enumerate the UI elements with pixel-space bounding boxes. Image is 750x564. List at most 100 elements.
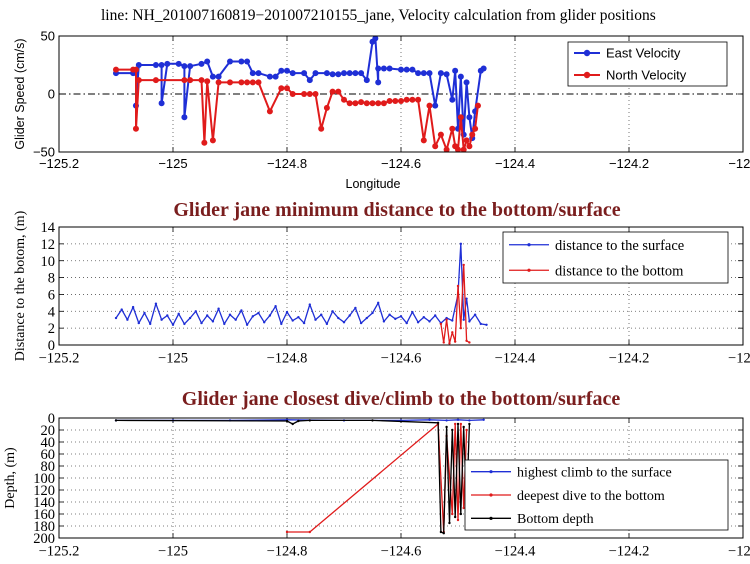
data-point — [445, 316, 448, 320]
data-point — [386, 65, 393, 72]
data-point — [451, 512, 454, 516]
data-point — [465, 339, 468, 342]
data-point — [198, 77, 205, 84]
data-point — [358, 99, 365, 106]
data-point — [457, 73, 464, 80]
data-point — [257, 311, 260, 315]
data-point — [188, 316, 192, 320]
axes-frame — [58, 226, 744, 346]
data-point — [453, 422, 457, 426]
data-point — [398, 66, 404, 73]
data-point — [480, 65, 487, 72]
y-axis-label: Glider Speed (cm/s) — [13, 38, 27, 149]
x-tick-label: −124.4 — [495, 351, 537, 367]
data-point — [152, 77, 159, 84]
data-point — [120, 308, 123, 311]
y-tick-label: 0 — [48, 87, 55, 102]
data-point — [382, 320, 386, 323]
x-tick-label: −124.8 — [267, 351, 308, 367]
data-point — [263, 321, 266, 324]
data-point — [135, 62, 142, 68]
x-tick-label: −124.6 — [381, 544, 422, 560]
data-point — [113, 66, 119, 73]
data-point — [158, 100, 165, 107]
data-point — [204, 58, 211, 65]
data-point — [363, 77, 370, 84]
data-point — [448, 342, 451, 345]
data-point — [354, 306, 357, 310]
data-point — [469, 131, 476, 138]
data-point — [240, 309, 243, 312]
data-point — [323, 104, 330, 111]
series-line-1 — [116, 68, 479, 151]
data-point — [451, 331, 454, 334]
data-point — [285, 419, 289, 423]
data-point — [398, 97, 404, 104]
data-point — [468, 320, 471, 323]
data-point — [420, 70, 427, 77]
data-point — [452, 67, 459, 74]
data-point — [266, 108, 273, 115]
data-point — [223, 322, 226, 326]
legend-box — [567, 41, 728, 87]
legend-label: deepest dive to the bottom — [517, 489, 665, 504]
data-point — [392, 97, 399, 104]
data-point — [143, 311, 146, 315]
data-point — [358, 70, 365, 77]
x-tick-label: −124.6 — [381, 351, 422, 367]
data-point — [442, 532, 445, 535]
legend-box — [502, 231, 729, 284]
data-point — [266, 73, 273, 80]
data-point — [462, 425, 465, 429]
data-point — [158, 62, 165, 68]
y-tick-label: 10 — [41, 254, 56, 270]
data-point — [244, 79, 251, 86]
x-tick-label: −124.2 — [609, 351, 650, 367]
data-point — [388, 313, 391, 316]
data-point — [453, 515, 457, 519]
data-point — [323, 70, 330, 77]
data-point — [468, 422, 471, 426]
data-point — [462, 318, 465, 321]
data-point — [460, 146, 467, 152]
y-tick-label: 6 — [48, 288, 55, 304]
legend-label: distance to the surface — [555, 238, 684, 254]
data-point — [187, 77, 194, 84]
legend-marker — [583, 71, 591, 79]
data-point — [436, 421, 440, 424]
x-tick-label: −125 — [158, 544, 188, 560]
y-tick-label: 100 — [33, 471, 55, 487]
y-axis-label: Depth, (m) — [3, 447, 18, 509]
legend-marker — [583, 49, 591, 57]
data-point — [320, 313, 323, 316]
x-tick-label: −124.2 — [609, 156, 649, 171]
data-point — [132, 125, 139, 132]
data-point — [227, 58, 233, 65]
data-point — [183, 322, 186, 326]
data-point — [126, 318, 129, 321]
data-point — [459, 326, 463, 330]
data-point — [301, 70, 308, 77]
data-point — [348, 314, 351, 317]
page-title: line: NH_201007160819−201007210155_jane,… — [101, 7, 656, 24]
data-point — [369, 100, 376, 107]
data-point — [297, 419, 300, 423]
data-point — [209, 73, 216, 80]
x-tick-label: −124.4 — [495, 544, 537, 560]
series-group — [113, 36, 487, 152]
data-point — [181, 77, 188, 84]
data-point — [234, 318, 237, 321]
data-point — [278, 85, 285, 92]
data-point — [386, 97, 393, 104]
depth-plot: −125.2−125−124.8−124.6−124.4−124.2−12402… — [3, 411, 750, 559]
data-point — [394, 317, 397, 321]
data-point — [380, 100, 387, 107]
data-point — [428, 320, 431, 323]
data-point — [325, 322, 329, 326]
data-point — [405, 321, 408, 325]
data-point — [211, 320, 215, 323]
data-point — [432, 102, 439, 109]
data-point — [181, 114, 188, 121]
data-point — [428, 418, 431, 421]
data-point — [463, 79, 470, 86]
